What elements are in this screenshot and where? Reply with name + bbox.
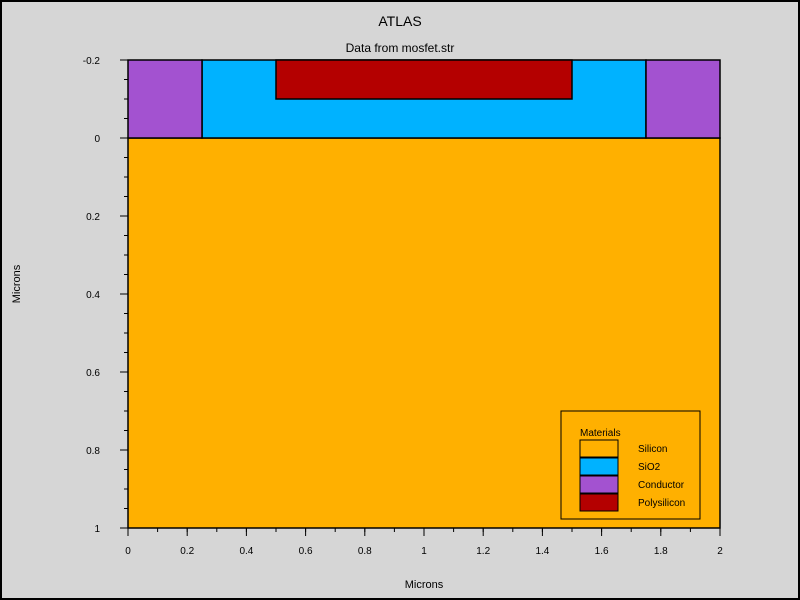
x-tick-label: 1.4: [535, 546, 549, 557]
y-tick-label: 1: [94, 524, 100, 535]
x-tick-label: 0: [125, 546, 131, 557]
x-tick-label: 0.8: [358, 546, 372, 557]
region-conductor-drain: [645, 59, 721, 139]
legend-label: SiO2: [638, 462, 661, 473]
x-tick-label: 0.2: [180, 546, 194, 557]
y-tick-label: 0.4: [86, 290, 100, 301]
y-tick-label: 0.6: [86, 368, 100, 379]
x-tick-label: 1.8: [654, 546, 668, 557]
x-tick-label: 0.6: [299, 546, 313, 557]
x-tick-label: 1.6: [595, 546, 609, 557]
legend-box: [560, 410, 701, 520]
legend-swatch-silicon: [579, 439, 619, 458]
y-axis-label: Microns: [11, 264, 23, 303]
plot-subtitle: Data from mosfet.str: [346, 41, 455, 55]
y-tick-label: 0.8: [86, 446, 100, 457]
x-tick-label: 2: [717, 546, 723, 557]
axes: 0 0.2 0.4 0.6 0.8 1 1.2 1.4 1.6 1.8 2 -0.2 0 0.2 0.4 0.…: [83, 56, 723, 557]
legend-title: Materials: [580, 428, 621, 439]
y-tick-label: 0.2: [86, 212, 100, 223]
region-silicon-substrate: [127, 137, 721, 529]
x-tick-label: 0.4: [239, 546, 253, 557]
x-axis-label: Microns: [405, 579, 444, 591]
legend-items: Silicon SiO2 Conductor Polysilicon: [579, 439, 685, 512]
x-tick-label: 1: [421, 546, 427, 557]
legend-label: Silicon: [638, 444, 667, 455]
legend-swatch-conductor: [579, 475, 619, 494]
region-conductor-source: [127, 59, 203, 139]
legend-label: Conductor: [638, 480, 685, 491]
material-regions: [127, 59, 721, 529]
y-tick-label: -0.2: [83, 56, 101, 67]
legend-swatch-polysilicon: [579, 493, 619, 512]
plot-title: ATLAS: [378, 13, 421, 29]
legend-swatch-sio2: [579, 457, 619, 476]
legend: Materials Silicon SiO2 Conductor Polysilico…: [560, 410, 701, 520]
region-polysilicon-gate: [275, 59, 573, 100]
y-tick-label: 0: [94, 134, 100, 145]
x-tick-label: 1.2: [476, 546, 490, 557]
legend-label: Polysilicon: [638, 498, 685, 509]
